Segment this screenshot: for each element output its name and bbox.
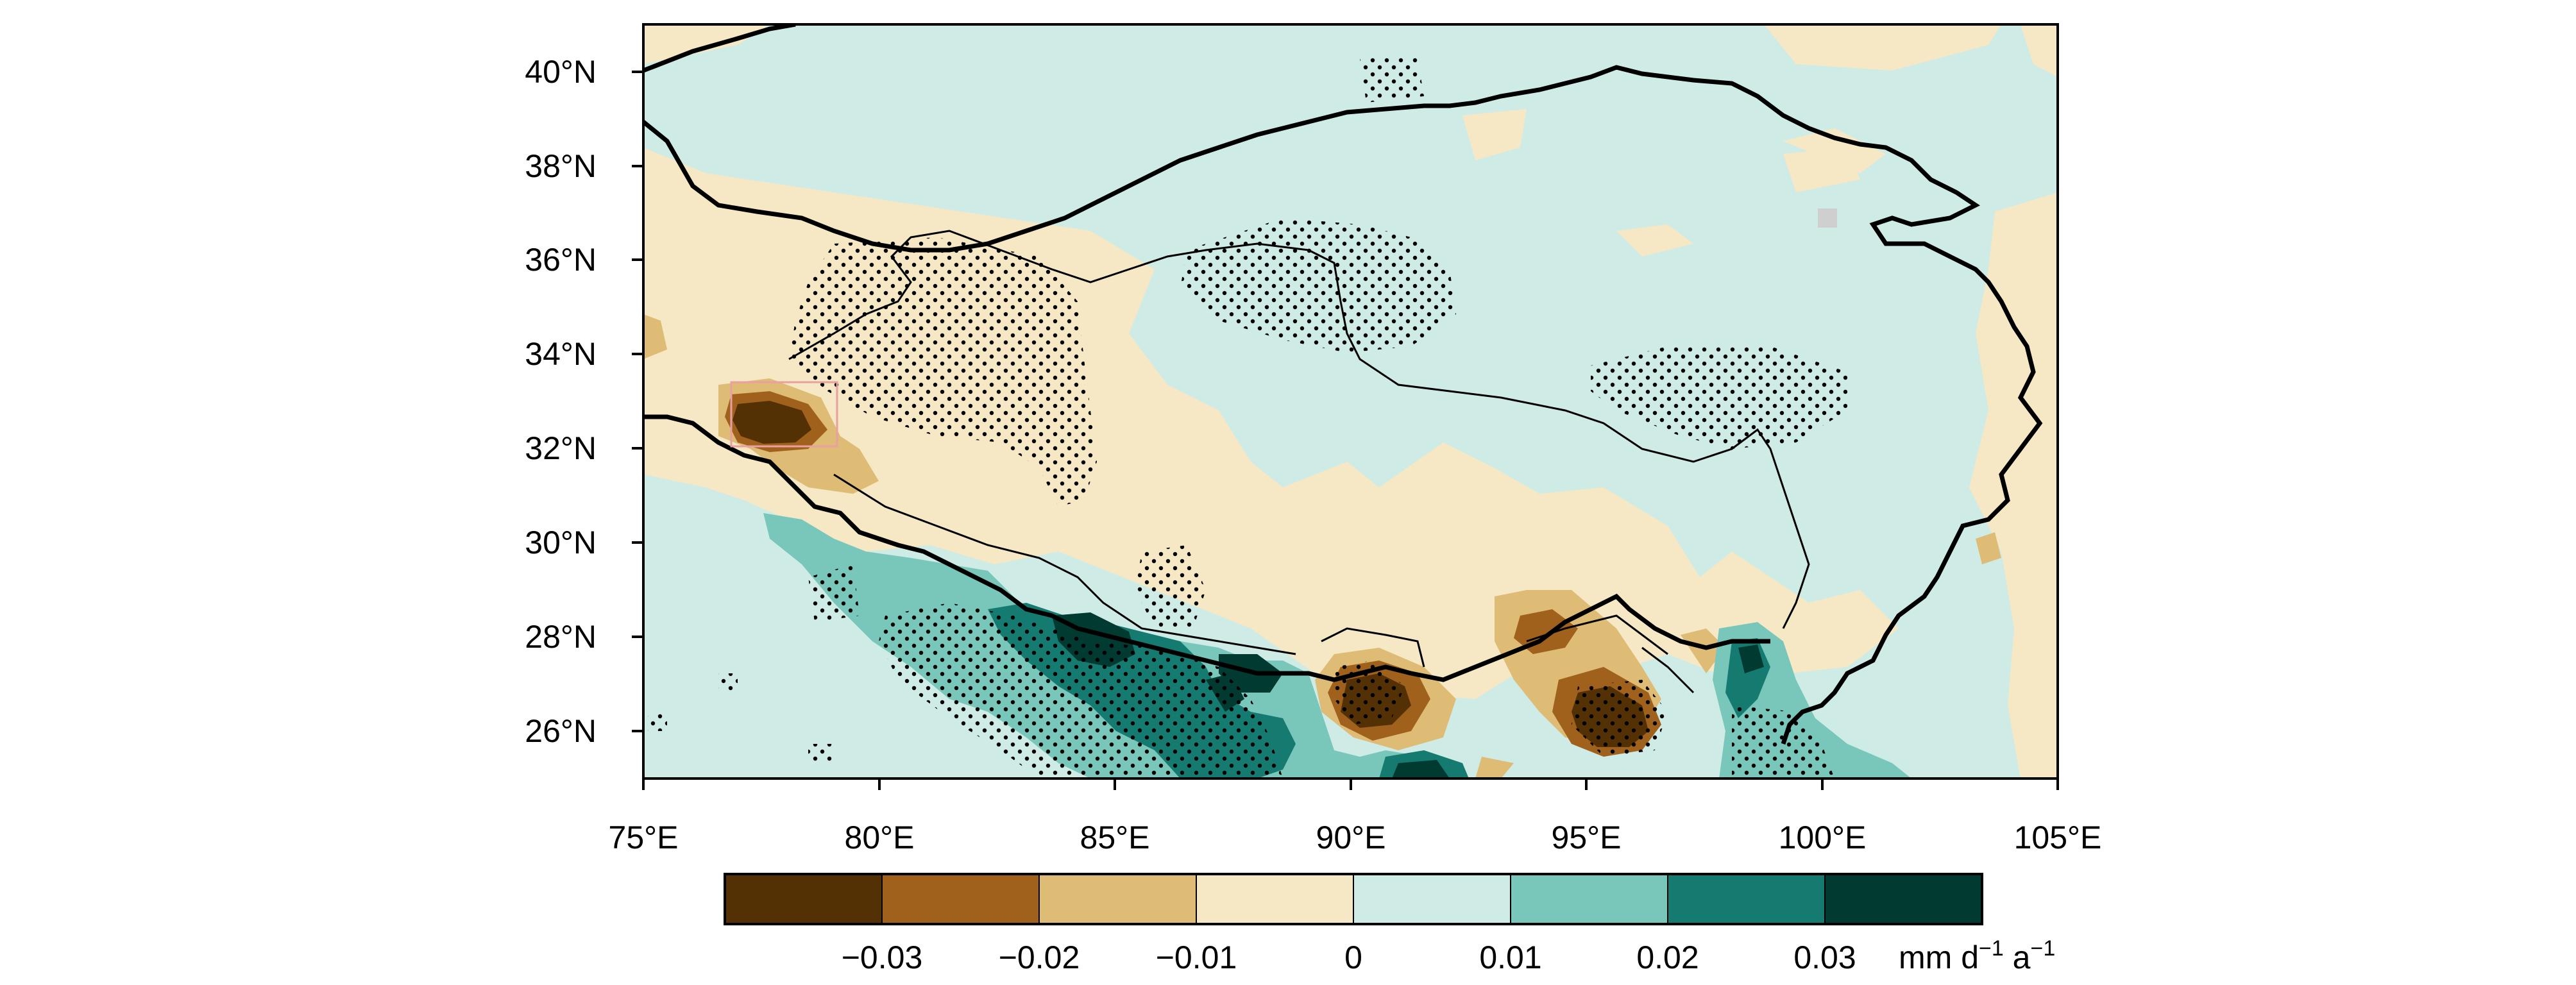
y-axis [632, 71, 643, 732]
country-borders [788, 230, 1810, 694]
y-tick-label: 40°N [525, 54, 597, 90]
x-tick-label: 85°E [1080, 820, 1150, 855]
colorbar-tick-label: 0.03 [1793, 939, 1856, 975]
plateau-boundary [643, 24, 2043, 745]
y-tick-label: 30°N [525, 525, 597, 560]
colorbar-swatch [1196, 873, 1354, 925]
station-marker [1818, 208, 1837, 228]
y-tick-labels: 26°N 28°N 30°N 32°N 34°N 36°N 38°N 40°N [525, 54, 597, 749]
colorbar-swatch [724, 873, 883, 925]
units-sup-2: −1 [2030, 936, 2055, 961]
x-tick-label: 100°E [1779, 820, 1867, 855]
colorbar-tick-label: 0 [1344, 939, 1362, 975]
significance-stippling [648, 58, 1847, 779]
colorbar-tick-label: 0.01 [1479, 939, 1541, 975]
y-tick-label: 38°N [525, 148, 597, 184]
colorbar-swatch [1667, 873, 1826, 925]
x-tick-labels: 75°E 80°E 85°E 90°E 95°E 100°E 105°E [609, 820, 2102, 855]
y-tick-label: 36°N [525, 242, 597, 278]
colorbar-swatch [881, 873, 1040, 925]
colorbar-tick-label: 0.02 [1636, 939, 1699, 975]
colorbar-units: mm d−1 a−1 [1899, 936, 2055, 975]
units-base: mm d [1899, 939, 1979, 975]
colorbar-swatch [1353, 873, 1511, 925]
colorbar-tick-label: −0.02 [999, 939, 1080, 975]
units-mid: a [2004, 939, 2031, 975]
colorbar-swatch [1038, 873, 1197, 925]
x-tick-label: 90°E [1316, 820, 1386, 855]
x-tick-label: 95°E [1552, 820, 1622, 855]
y-tick-label: 26°N [525, 713, 597, 749]
map-panel [643, 24, 2058, 779]
colorbar-tick-label: −0.01 [1156, 939, 1237, 975]
x-tick-label: 80°E [845, 820, 915, 855]
study-region-box [730, 381, 838, 448]
y-tick-label: 34°N [525, 336, 597, 372]
colorbar: −0.03 −0.02 −0.01 0 0.01 0.02 0.03 mm d−… [724, 873, 2055, 975]
y-tick-label: 28°N [525, 619, 597, 655]
x-axis [642, 779, 2059, 790]
colorbar-swatch [1824, 873, 1983, 925]
x-tick-label: 75°E [609, 820, 679, 855]
colorbar-frame [724, 873, 1983, 925]
x-tick-label: 105°E [2014, 820, 2102, 855]
units-sup-1: −1 [1979, 936, 2004, 961]
colorbar-swatch [1510, 873, 1668, 925]
colorbar-tick-label: −0.03 [842, 939, 923, 975]
y-tick-label: 32°N [525, 430, 597, 466]
